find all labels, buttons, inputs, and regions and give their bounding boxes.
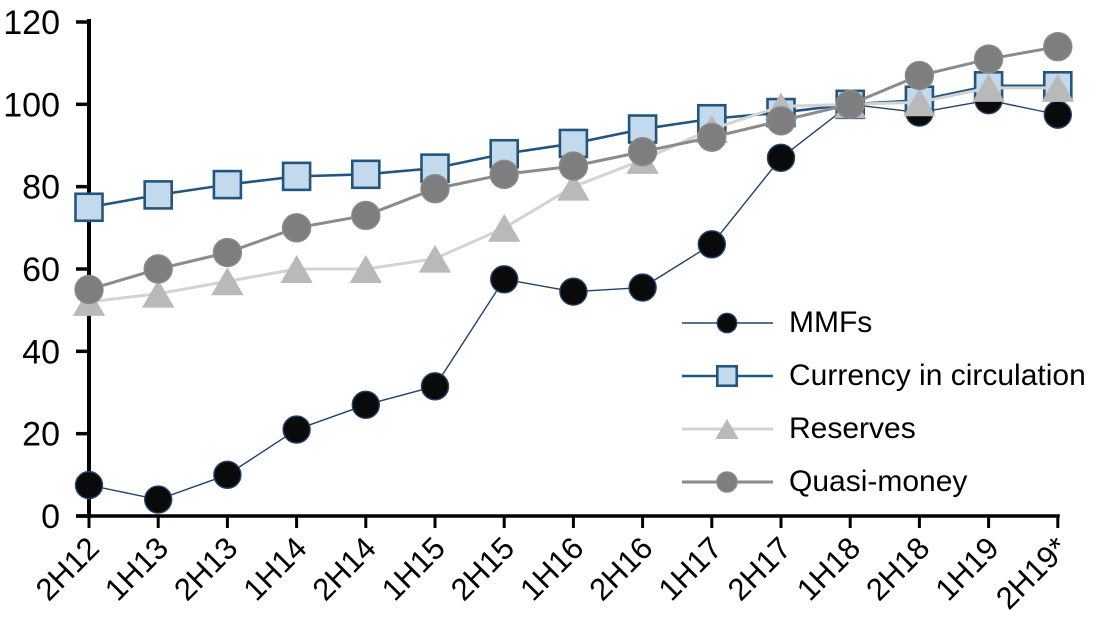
data-point (766, 143, 796, 173)
data-point (904, 60, 935, 91)
x-tick-label: 1H16 (513, 530, 590, 607)
x-tick-label: 2H19* (989, 530, 1075, 616)
data-point (490, 265, 519, 294)
x-tick-label: 2H18 (859, 530, 936, 607)
y-tick-label: 60 (22, 251, 60, 289)
legend-item-quasi-money: Quasi-money (680, 465, 1086, 499)
data-point (835, 89, 865, 120)
x-tick-label: 1H17 (652, 530, 729, 607)
data-point (972, 73, 1005, 102)
data-point (627, 136, 658, 167)
data-point (559, 277, 588, 306)
legend-label-quasi-money: Quasi-money (789, 465, 968, 498)
data-point (418, 244, 452, 273)
data-point (349, 255, 382, 283)
data-point (282, 415, 311, 444)
data-point (143, 485, 173, 514)
x-tick-label: 2H17 (721, 530, 798, 607)
x-tick-label: 1H15 (375, 530, 452, 607)
y-tick-label: 80 (22, 169, 60, 207)
y-tick-label: 40 (22, 333, 60, 371)
data-point (350, 159, 381, 190)
data-point (281, 213, 312, 243)
data-point (1043, 100, 1073, 129)
chart-legend: MMFs Currency in circulation Reserves Qu… (680, 306, 1086, 499)
data-point (697, 230, 726, 259)
x-tick-label: 2H13 (167, 530, 244, 607)
legend-label-currency-in-circulation: Currency in circulation (789, 359, 1086, 392)
data-point (715, 418, 739, 440)
data-point (281, 161, 312, 192)
data-point (716, 471, 738, 493)
data-point (1041, 73, 1074, 102)
data-point (74, 274, 104, 305)
data-point (213, 460, 242, 490)
data-point (74, 470, 104, 500)
mmfs-legend-marker-icon (682, 312, 773, 334)
data-point (488, 213, 521, 242)
data-point (420, 372, 450, 401)
x-tick-label: 1H18 (790, 530, 867, 607)
data-point (74, 192, 104, 223)
legend-label-reserves: Reserves (789, 412, 916, 445)
x-tick-label: 1H13 (98, 530, 175, 607)
legend-item-reserves: Reserves (680, 412, 1086, 446)
data-point (143, 180, 173, 210)
reserves-legend-marker-icon (682, 418, 773, 440)
y-tick-label: 20 (22, 416, 60, 454)
data-point (211, 267, 244, 296)
data-point (351, 390, 380, 420)
data-point (489, 159, 519, 190)
data-point (351, 200, 381, 231)
legend-item-mmfs: MMFs (680, 306, 1086, 340)
series-quasi-money (74, 32, 1073, 305)
data-point (973, 44, 1004, 74)
data-point (716, 312, 738, 334)
y-tick-label: 100 (3, 86, 60, 124)
currency-legend-marker-icon (682, 364, 773, 388)
data-point (420, 174, 450, 204)
quasi-money-legend-marker-icon (682, 471, 773, 493)
legend-label-mmfs: MMFs (789, 306, 873, 339)
data-point (557, 172, 590, 201)
data-point (903, 88, 936, 117)
data-point (142, 279, 175, 308)
legend-item-currency-in-circulation: Currency in circulation (680, 359, 1086, 393)
data-point (212, 237, 243, 268)
x-tick-label: 2H15 (444, 530, 521, 607)
x-tick-label: 1H14 (236, 530, 313, 607)
data-point (280, 255, 313, 283)
y-tick-label: 0 (41, 498, 60, 536)
data-point (628, 273, 657, 302)
x-tick-label: 2H16 (582, 530, 659, 607)
y-tick-label: 120 (3, 4, 60, 42)
x-tick-label: 2H14 (306, 530, 383, 607)
data-point (212, 169, 243, 200)
data-point (697, 122, 727, 152)
data-point (558, 151, 589, 181)
data-point (766, 106, 796, 136)
data-point (143, 254, 173, 284)
x-tick-label: 2H12 (29, 530, 106, 607)
data-point (1043, 32, 1073, 62)
data-point (715, 364, 739, 388)
